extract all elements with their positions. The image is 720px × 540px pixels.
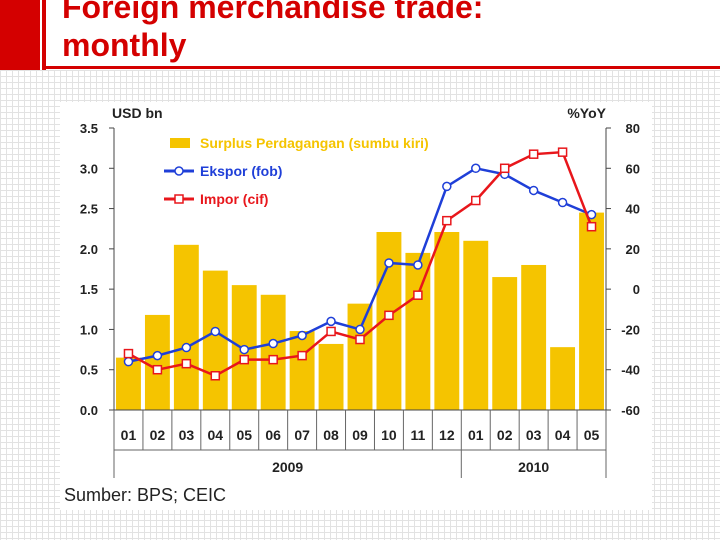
slide-title-line-2: monthly [62,27,187,63]
bar-surplus [347,303,373,410]
point-impor [413,290,423,300]
bar-surplus [289,331,315,410]
point-impor [297,350,307,361]
left-axis-title: USD bn [112,105,163,121]
bar-surplus [550,347,576,410]
bar-surplus [144,314,170,410]
legend-marker-square [174,194,184,204]
left-tick-label: 1.0 [80,322,98,337]
category-label: 03 [179,427,195,443]
category-label: 07 [294,427,310,443]
point-ekspor [557,197,568,208]
source-note: Sumber: BPS; CEIC [64,485,227,505]
bar-surplus [579,212,604,410]
left-tick-label: 3.0 [80,161,98,176]
point-ekspor [413,260,423,270]
point-ekspor [326,316,336,327]
category-label: 12 [439,427,455,443]
left-tick-label: 1.5 [80,282,98,297]
right-tick-label: 80 [626,121,640,136]
left-tick-label: 0.5 [80,363,98,378]
category-label: 02 [150,427,166,443]
slide-title: Foreign merchandise trade: monthly [62,0,483,64]
legend-label: Impor (cif) [200,191,268,207]
point-impor [586,221,597,232]
bar-surplus [492,277,518,410]
point-ekspor [181,342,192,353]
legend-marker-circle [174,166,184,176]
point-ekspor [239,344,249,355]
title-divider [46,66,720,69]
point-impor [557,147,568,157]
point-impor [326,326,336,337]
point-impor [268,354,278,365]
category-label: 05 [236,427,252,443]
point-impor [471,195,481,206]
bar-surplus [202,270,228,410]
bar-surplus [318,343,344,410]
right-tick-label: -20 [621,322,640,337]
trade-chart: USD bn %YoY 0.0 0.5 1.0 1.5 2.0 2.5 3.0 3.5 -60 -40… [80,105,640,478]
accent-bar [0,0,40,70]
point-impor [384,310,394,321]
bar-surplus [405,252,431,410]
point-ekspor [152,350,163,361]
right-tick-label: -60 [621,403,640,418]
year-label: 2009 [272,459,303,475]
bar-surplus [173,244,199,410]
point-impor [239,354,249,365]
bar-surplus [260,294,286,410]
category-label: 04 [208,427,224,443]
right-tick-label: 60 [626,161,640,176]
point-impor [499,163,510,174]
legend-box [114,132,476,232]
point-ekspor [384,258,394,268]
point-impor [123,348,134,359]
year-label: 2010 [518,459,549,475]
bar-surplus [521,264,547,410]
point-ekspor [355,324,365,335]
right-axis-title: %YoY [567,105,606,121]
category-label: 01 [468,427,484,443]
point-ekspor [297,330,307,341]
point-impor [152,364,163,375]
point-ekspor [123,356,134,367]
accent-bar-thin [42,0,46,70]
legend-swatch-bar [170,138,190,148]
right-tick-label: -40 [621,363,640,378]
left-tick-label: 2.0 [80,242,98,257]
point-ekspor [471,163,481,174]
category-label: 10 [381,427,397,443]
point-ekspor [528,185,539,196]
right-tick-label: 20 [626,242,640,257]
right-tick-label: 40 [626,202,640,217]
point-impor [210,371,221,381]
point-impor [528,149,539,159]
category-label: 02 [497,427,513,443]
category-label: 09 [352,427,368,443]
point-ekspor [268,338,278,349]
legend-label: Ekspor (fob) [200,163,282,179]
category-label: 11 [410,427,425,443]
point-impor [442,215,452,226]
chart-panel: USD bn %YoY 0.0 0.5 1.0 1.5 2.0 2.5 3.0 3.5 -60 -40… [60,102,652,510]
point-impor [355,334,365,345]
bar-surplus [463,240,489,410]
slide-title-line-1: Foreign merchandise trade: [62,0,484,25]
category-label: 05 [584,427,600,443]
right-tick-label: 0 [633,282,640,297]
left-tick-label: 0.0 [80,403,98,418]
legend-label: Surplus Perdagangan (sumbu kiri) [200,135,429,151]
category-label: 04 [555,427,571,443]
point-ekspor [210,326,221,337]
left-tick-label: 2.5 [80,202,98,217]
category-label: 01 [121,427,137,443]
category-label: 06 [265,427,281,443]
point-impor [181,358,192,369]
left-tick-label: 3.5 [80,121,98,136]
category-label: 08 [323,427,339,443]
point-ekspor [442,181,452,192]
category-label: 03 [526,427,542,443]
